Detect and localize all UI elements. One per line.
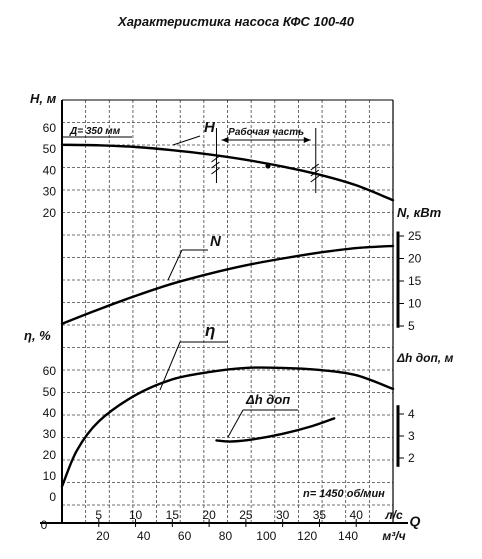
work-zone-hatch — [310, 175, 320, 183]
work-zone-arrowhead-left — [221, 137, 229, 143]
x-unit-m3h: м³/ч — [382, 529, 405, 543]
npsh-tick-label: 3 — [408, 429, 415, 443]
npsh-tick-label: 4 — [408, 407, 415, 421]
tick-labels: 20 30 40 50 60 0 10 20 30 40 50 60 5 10 15 20 25 2 3 4 5 10 15… — [41, 121, 422, 543]
curve-efficiency — [60, 366, 395, 488]
x-tick-label-m3h: 40 — [137, 529, 151, 543]
curve-head — [60, 143, 395, 202]
x-tick-label-ls: 30 — [276, 508, 290, 522]
work-zone-label: Рабочая часть — [228, 126, 304, 138]
power-curve-label: N — [210, 233, 222, 250]
x-tick-label-ls: 5 — [95, 508, 102, 522]
power-tick-label: 20 — [408, 252, 422, 266]
efficiency-tick-label: 10 — [43, 469, 57, 483]
power-tick-label: 5 — [408, 319, 415, 333]
head-tick-label: 50 — [43, 142, 57, 156]
x-tick-label-m3h: 120 — [297, 529, 317, 543]
nominal-point — [265, 163, 271, 169]
head-leader — [172, 135, 201, 146]
efficiency-leader — [159, 341, 181, 391]
x-tick-label-ls: 15 — [166, 508, 180, 522]
head-tick-label: 60 — [43, 121, 57, 135]
npsh-curve-label: Δh доп — [245, 392, 290, 407]
head-tick-label: 30 — [43, 185, 57, 199]
x-tick-label-ls: 35 — [313, 508, 327, 522]
work-zone-hatch — [310, 163, 320, 171]
curves — [60, 143, 395, 488]
power-leader — [167, 249, 183, 281]
efficiency-axis-label: η, % — [24, 328, 51, 343]
efficiency-tick-label: 30 — [43, 427, 57, 441]
head-curve-label: H — [204, 119, 216, 136]
npsh-leader — [227, 409, 244, 438]
efficiency-tick-label: 50 — [43, 385, 57, 399]
x-tick-label-ls: 10 — [129, 508, 143, 522]
x-tick-label-ls: 40 — [350, 508, 364, 522]
power-tick-label: 10 — [408, 297, 422, 311]
work-zone-hatch — [211, 167, 220, 175]
x-tick-label-m3h: 60 — [178, 529, 192, 543]
efficiency-tick-label: 60 — [43, 364, 57, 378]
curve-power — [60, 244, 395, 325]
work-zone-hatch — [211, 155, 220, 163]
work-zone-hatch — [310, 169, 320, 177]
efficiency-tick-label: 40 — [43, 406, 57, 420]
diameter-annotation: Д= 350 мм — [69, 126, 121, 137]
chart-title: Характеристика насоса КФС 100-40 — [117, 14, 355, 29]
efficiency-tick-label: 20 — [43, 448, 57, 462]
work-zone-hatch — [211, 161, 220, 169]
x-tick-label-m3h: 20 — [96, 529, 110, 543]
npsh-tick-label: 2 — [408, 451, 415, 465]
x-tick-label-ls: 20 — [202, 508, 216, 522]
head-tick-label: 40 — [43, 163, 57, 177]
efficiency-curve-label: η — [205, 321, 215, 340]
x-unit-ls: л/с — [384, 508, 403, 522]
work-zone-arrowhead-right — [303, 137, 311, 143]
x-origin-label: 0 — [41, 518, 48, 532]
speed-footnote: n= 1450 об/мин — [303, 488, 385, 500]
x-tick-label-m3h: 80 — [219, 529, 233, 543]
npsh-axis-label: Δh доп, м — [396, 351, 453, 365]
x-tick-label-ls: 25 — [239, 508, 253, 522]
power-tick-label: 15 — [408, 274, 422, 288]
grid — [62, 100, 393, 523]
x-tick-label-m3h: 100 — [256, 529, 276, 543]
power-tick-label: 25 — [408, 229, 422, 243]
annotations: H, м N, кВт η, % Δh доп, м H Nη Δh доп Д= 350 м… — [24, 91, 453, 500]
head-tick-label: 20 — [43, 206, 57, 220]
curve-npsh — [215, 417, 336, 443]
efficiency-tick-label: 0 — [49, 490, 56, 504]
x-axis-name: Q — [410, 513, 421, 529]
head-axis-label: H, м — [30, 91, 57, 106]
power-axis-label: N, кВт — [397, 205, 442, 220]
x-tick-label-m3h: 140 — [338, 529, 358, 543]
